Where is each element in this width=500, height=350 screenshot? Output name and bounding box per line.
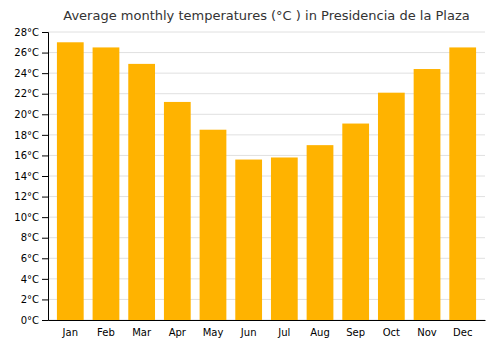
x-tick-label: Oct: [383, 327, 400, 338]
x-tick-label: Sep: [346, 327, 365, 338]
x-tick-label: Feb: [97, 327, 115, 338]
y-tick: 18°C: [14, 130, 48, 141]
x-tick: Aug: [310, 327, 330, 338]
x-tick: Apr: [169, 327, 187, 338]
y-tick-label: 26°C: [14, 47, 39, 58]
y-tick-label: 20°C: [14, 109, 39, 120]
bar: [93, 47, 120, 320]
y-tick-mark: [42, 32, 48, 33]
y-axis-line: [42, 33, 49, 321]
x-axis: Jan Feb Mar Apr May Jun Jul Aug Sep Oct Nov Dec: [49, 321, 486, 339]
y-tick: 14°C: [14, 171, 48, 182]
chart: 0°C 2°C 4°C 6°C 8°C 10°C 12°C 14°C 16°C 18°C 20°C 2…: [0, 0, 500, 350]
bar: [414, 69, 441, 320]
y-tick: 16°C: [14, 150, 48, 161]
title: Average monthly temperatures (°C ) in Pr…: [63, 8, 469, 23]
y-tick-mark: [42, 53, 48, 54]
plot-area: 0°C 2°C 4°C 6°C 8°C 10°C 12°C 14°C 16°C 18°C 20°C 2…: [14, 27, 485, 338]
y-tick: 10°C: [14, 212, 48, 223]
bar: [271, 157, 298, 320]
y-tick-label: 16°C: [14, 150, 39, 161]
y-tick: 8°C: [21, 232, 48, 243]
x-tick: Sep: [346, 327, 365, 338]
y-axis: 0°C 2°C 4°C 6°C 8°C 10°C 12°C 14°C 16°C 18°C 20°C 2…: [14, 27, 48, 326]
y-tick-mark: [42, 73, 48, 74]
x-tick-label: Mar: [132, 327, 152, 338]
y-tick: 26°C: [14, 47, 48, 58]
y-tick-label: 22°C: [14, 88, 39, 99]
y-tick: 4°C: [21, 274, 48, 285]
y-tick: 2°C: [21, 294, 48, 305]
x-tick: Dec: [453, 327, 472, 338]
y-tick: 0°C: [21, 315, 48, 326]
x-tick: Jan: [62, 327, 78, 338]
y-tick-mark: [42, 299, 48, 300]
x-tick: Nov: [417, 327, 437, 338]
y-tick: 20°C: [14, 109, 48, 120]
y-tick: 22°C: [14, 88, 48, 99]
x-tick-label: Jul: [277, 327, 290, 338]
y-tick-label: 6°C: [21, 253, 39, 264]
y-tick-mark: [42, 238, 48, 239]
x-tick: Oct: [383, 327, 400, 338]
y-tick-label: 24°C: [14, 68, 39, 79]
y-tick-mark: [42, 176, 48, 177]
y-tick-mark: [42, 135, 48, 136]
y-tick-mark: [42, 258, 48, 259]
y-tick-mark: [42, 94, 48, 95]
y-tick-label: 0°C: [21, 315, 39, 326]
bar: [378, 93, 405, 320]
x-tick: Mar: [132, 327, 152, 338]
bars: [57, 42, 476, 320]
x-tick-label: Dec: [453, 327, 472, 338]
y-tick-label: 18°C: [14, 130, 39, 141]
y-tick: 6°C: [21, 253, 48, 264]
x-axis-line: [49, 320, 486, 321]
y-tick-label: 2°C: [21, 294, 39, 305]
grid-line: [48, 32, 485, 33]
y-tick-label: 4°C: [21, 274, 39, 285]
x-tick-label: Jan: [62, 327, 78, 338]
x-tick: May: [203, 327, 224, 338]
y-tick: 12°C: [14, 191, 48, 202]
x-tick-label: Aug: [310, 327, 330, 338]
y-tick: 24°C: [14, 68, 48, 79]
y-tick-mark: [42, 155, 48, 156]
y-tick-mark: [42, 217, 48, 218]
bar: [449, 47, 476, 320]
bar: [164, 102, 191, 320]
bar: [342, 124, 369, 320]
bar: [200, 130, 227, 320]
x-tick-label: Nov: [417, 327, 437, 338]
y-tick-mark: [42, 114, 48, 115]
bar: [235, 160, 262, 320]
bar: [307, 145, 334, 320]
y-tick-label: 8°C: [21, 232, 39, 243]
x-tick-label: Apr: [169, 327, 187, 338]
y-tick-mark: [42, 279, 48, 280]
y-tick-label: 12°C: [14, 191, 39, 202]
y-tick-label: 10°C: [14, 212, 39, 223]
grid: [48, 32, 485, 320]
y-tick-label: 14°C: [14, 171, 39, 182]
y-tick-mark: [42, 197, 48, 198]
y-tick-label: 28°C: [14, 27, 39, 38]
x-tick: Jul: [277, 327, 290, 338]
x-tick: Feb: [97, 327, 115, 338]
bar: [128, 64, 155, 320]
x-tick: Jun: [240, 327, 257, 338]
y-tick-mark: [42, 320, 48, 321]
y-tick: 28°C: [14, 27, 48, 38]
x-tick-label: Jun: [240, 327, 257, 338]
bar: [57, 42, 84, 320]
x-tick-label: May: [203, 327, 224, 338]
